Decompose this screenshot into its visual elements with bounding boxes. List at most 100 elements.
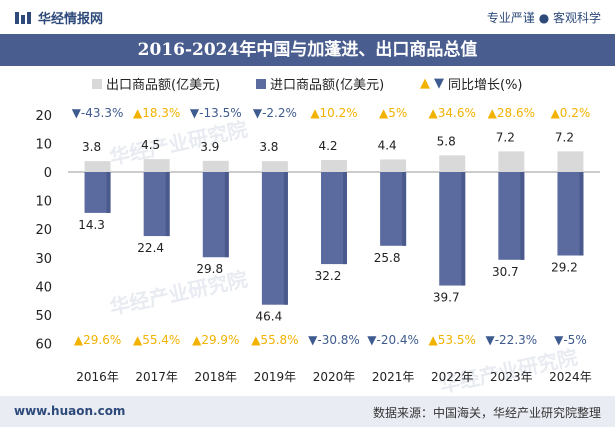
export-growth-label: ▼-43.3% <box>72 106 124 120</box>
export-growth-label: ▲5% <box>379 106 407 120</box>
import-value-label: 39.7 <box>433 291 460 305</box>
export-value-label: 7.2 <box>555 130 574 144</box>
import-growth-label: ▼-22.3% <box>485 333 537 347</box>
export-growth-label: ▼-2.2% <box>253 106 297 120</box>
y-tick-label: 10 <box>35 137 52 152</box>
x-tick-label: 2020年 <box>313 370 356 384</box>
import-growth-label: ▲55.8% <box>251 333 298 347</box>
export-bar <box>261 161 288 172</box>
import-value-label: 14.3 <box>78 218 105 232</box>
export-bar <box>380 159 407 172</box>
top-bar: 华经情报网 专业严谨 ● 客观科学 <box>0 0 615 34</box>
watermark-text: 华经产业研究院 <box>108 267 250 320</box>
export-bar <box>143 159 170 172</box>
import-growth-label: ▼-30.8% <box>308 333 360 347</box>
x-tick-label: 2018年 <box>195 370 238 384</box>
import-growth-label: ▲53.5% <box>429 333 476 347</box>
slogan: 专业严谨 ● 客观科学 <box>486 11 601 25</box>
export-growth-label: ▼-13.5% <box>190 106 242 120</box>
import-bar-shade <box>283 172 288 305</box>
y-tick-label: 20 <box>35 223 52 238</box>
export-value-label: 3.9 <box>200 140 219 154</box>
import-bar-shade <box>402 172 407 246</box>
import-bar <box>498 172 525 260</box>
y-tick-label: 10 <box>35 195 52 210</box>
export-value-label: 4.2 <box>318 139 337 153</box>
x-tick-label: 2022年 <box>431 370 474 384</box>
import-bar-shade <box>106 172 111 213</box>
legend-import-swatch <box>256 78 266 89</box>
x-tick-label: 2017年 <box>135 370 178 384</box>
y-tick-label: 20 <box>35 109 52 124</box>
import-bar-shade <box>343 172 347 265</box>
import-growth-label: ▼-20.4% <box>367 333 419 347</box>
legend-export-swatch <box>92 78 102 89</box>
legend-growth-label: 同比增长(%) <box>448 78 523 93</box>
legend-up-triangle-icon: ▲ <box>420 76 430 91</box>
y-tick-label: 40 <box>35 280 52 295</box>
legend-import-label: 进口商品额(亿美元) <box>270 78 385 93</box>
import-bar-shade <box>224 172 229 258</box>
export-value-label: 3.8 <box>82 140 101 154</box>
y-tick-label: 50 <box>35 309 52 324</box>
y-tick-label: 30 <box>35 252 52 267</box>
import-growth-label: ▲29.6% <box>74 333 121 347</box>
import-value-label: 32.2 <box>315 269 342 283</box>
x-tick-label: 2016年 <box>76 370 119 384</box>
export-bar <box>84 161 111 172</box>
y-tick-label: 60 <box>35 338 52 353</box>
legend-growth: ▲ ▼ 同比增长(%) <box>420 74 523 93</box>
export-value-label: 3.8 <box>259 140 278 154</box>
import-value-label: 29.8 <box>196 262 223 276</box>
export-bar <box>557 151 584 172</box>
export-value-label: 4.4 <box>378 138 397 152</box>
import-bar <box>557 172 584 256</box>
export-bar <box>202 160 229 172</box>
legend-import: 进口商品额(亿美元) <box>256 74 384 93</box>
export-growth-label: ▲10.2% <box>310 106 357 120</box>
legend-export-label: 出口商品额(亿美元) <box>106 78 221 93</box>
import-bar-shade <box>461 172 466 286</box>
import-bar <box>143 172 170 237</box>
x-tick-label: 2019年 <box>254 370 297 384</box>
export-value-label: 7.2 <box>496 130 515 144</box>
brand-name: 华经情报网 <box>38 12 104 27</box>
import-value-label: 25.8 <box>374 251 401 265</box>
export-growth-label: ▲28.6% <box>488 106 535 120</box>
export-growth-label: ▲34.6% <box>429 106 476 120</box>
import-growth-label: ▼-5% <box>554 333 587 347</box>
export-value-label: 5.8 <box>437 134 456 148</box>
import-bar <box>261 172 288 305</box>
import-bar-shade <box>579 172 584 256</box>
import-bar <box>380 172 407 246</box>
brand: 华经情报网 <box>14 8 103 27</box>
export-growth-label: ▲0.2% <box>551 106 591 120</box>
import-value-label: 29.2 <box>551 261 578 275</box>
import-value-label: 30.7 <box>492 265 519 279</box>
x-tick-label: 2023年 <box>490 370 533 384</box>
export-bar <box>498 151 525 172</box>
export-value-label: 4.5 <box>141 138 160 152</box>
x-tick-label: 2021年 <box>372 370 415 384</box>
footer-source: 数据来源：中国海关，华经产业研究院整理 <box>372 406 601 420</box>
export-growth-label: ▲18.3% <box>133 106 180 120</box>
footer: www.huaon.com 数据来源：中国海关，华经产业研究院整理 <box>0 396 615 427</box>
import-growth-label: ▲29.9% <box>192 333 239 347</box>
footer-url[interactable]: www.huaon.com <box>14 404 126 418</box>
import-growth-label: ▲55.4% <box>133 333 180 347</box>
legend-down-triangle-icon: ▼ <box>434 76 444 91</box>
import-bar-shade <box>520 172 525 260</box>
x-tick-label: 2024年 <box>549 370 592 384</box>
export-bar <box>321 159 347 172</box>
y-tick-label: 0 <box>44 166 52 181</box>
chart-title: 2016-2024年中国与加蓬进、出口商品总值 <box>0 34 615 66</box>
legend: 出口商品额(亿美元) 进口商品额(亿美元) ▲ ▼ 同比增长(%) <box>0 72 615 94</box>
export-bar <box>439 155 466 172</box>
import-value-label: 22.4 <box>137 241 164 255</box>
legend-export: 出口商品额(亿美元) <box>92 74 220 93</box>
import-value-label: 46.4 <box>256 310 283 324</box>
import-bar <box>202 172 229 258</box>
import-bar <box>321 172 347 265</box>
import-bar <box>84 172 111 213</box>
